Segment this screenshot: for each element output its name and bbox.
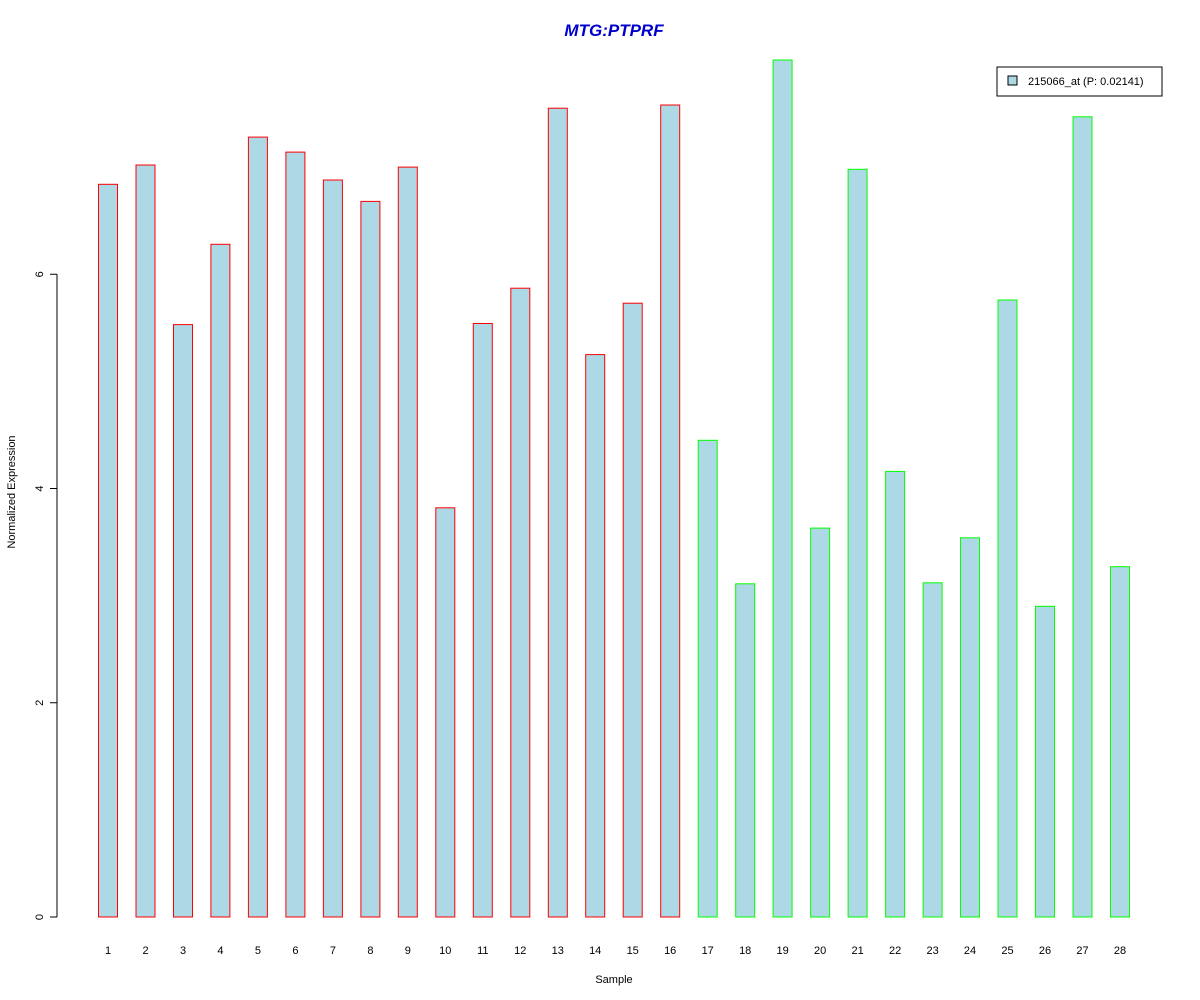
- bar-sample-19: [772, 59, 793, 918]
- bar-sample-16: [660, 104, 681, 918]
- x-tick-label: 28: [1114, 945, 1126, 957]
- bar-sample-10: [435, 507, 456, 918]
- bar-sample-28: [1110, 566, 1130, 918]
- x-tick-label: 2: [142, 945, 148, 957]
- legend-entry: 215066_at (P: 0.02141): [1028, 76, 1144, 88]
- x-tick-label: 18: [739, 945, 751, 957]
- x-tick-label: 4: [217, 945, 223, 957]
- bar-sample-5: [247, 136, 268, 918]
- bar-sample-2: [135, 164, 156, 918]
- bar-sample-23: [922, 582, 943, 918]
- x-tick-label: 16: [664, 945, 676, 957]
- bar-sample-4: [210, 243, 231, 918]
- x-tick-label: 7: [330, 945, 336, 957]
- legend: 215066_at (P: 0.02141): [996, 66, 1163, 97]
- legend-swatch: [1007, 75, 1018, 86]
- x-tick-label: 13: [552, 945, 564, 957]
- bar-sample-18: [735, 583, 756, 918]
- x-tick-label: 17: [702, 945, 714, 957]
- x-tick-label: 11: [477, 945, 488, 957]
- y-tick-label: 4: [34, 485, 46, 491]
- bar-sample-6: [285, 151, 306, 918]
- x-tick-label: 3: [180, 945, 186, 957]
- x-tick-label: 27: [1076, 945, 1088, 957]
- x-tick-label: 25: [1001, 945, 1013, 957]
- y-axis: 0 2 4 6: [34, 271, 58, 920]
- x-tick-label: 6: [292, 945, 298, 957]
- legend-box: [996, 66, 1163, 97]
- bar-sample-15: [622, 302, 643, 918]
- x-tick-label: 24: [964, 945, 976, 957]
- bar-sample-12: [510, 287, 531, 918]
- bar-sample-21: [847, 168, 868, 918]
- bar-sample-26: [1035, 605, 1055, 918]
- x-tick-label: 9: [405, 945, 411, 957]
- y-axis-label: Normalized Expression: [6, 435, 18, 548]
- chart-title: MTG:PTPRF: [564, 21, 664, 40]
- bar-sample-3: [173, 324, 193, 918]
- x-tick-label: 19: [776, 945, 788, 957]
- x-tick-label: 10: [439, 945, 451, 957]
- bar-sample-14: [585, 354, 606, 918]
- x-tick-label: 14: [589, 945, 601, 957]
- bar-sample-8: [360, 200, 381, 918]
- y-tick-label: 0: [34, 914, 46, 920]
- x-tick-label: 21: [851, 945, 863, 957]
- bar-sample-20: [810, 527, 831, 918]
- bar-sample-9: [397, 166, 418, 918]
- bar-sample-25: [997, 299, 1018, 918]
- y-tick-label: 2: [34, 700, 46, 706]
- x-tick-label: 26: [1039, 945, 1051, 957]
- bar-sample-17: [697, 439, 718, 918]
- x-tick-label: 8: [367, 945, 373, 957]
- x-tick-label: 23: [926, 945, 938, 957]
- bar-sample-13: [547, 107, 568, 918]
- x-tick-label: 20: [814, 945, 826, 957]
- bar-sample-7: [322, 179, 343, 918]
- y-tick-label: 6: [34, 271, 46, 277]
- x-tick-label: 15: [627, 945, 639, 957]
- bar-sample-22: [885, 470, 906, 918]
- x-tick-label: 12: [514, 945, 526, 957]
- x-axis-label: Sample: [595, 974, 632, 986]
- bars: [98, 59, 1130, 918]
- bar-sample-11: [472, 323, 493, 918]
- x-tick-label: 1: [105, 945, 111, 957]
- x-tick-label: 5: [255, 945, 261, 957]
- x-axis: 1 2 3 4 5 6 7 8 9 10 11 12 13 14 15 16 17 18 19 20 21 22 23 24 2…: [105, 945, 1126, 957]
- bar-sample-27: [1072, 116, 1093, 918]
- bar-sample-24: [960, 537, 980, 918]
- x-tick-label: 22: [889, 945, 901, 957]
- bar-sample-1: [98, 183, 118, 918]
